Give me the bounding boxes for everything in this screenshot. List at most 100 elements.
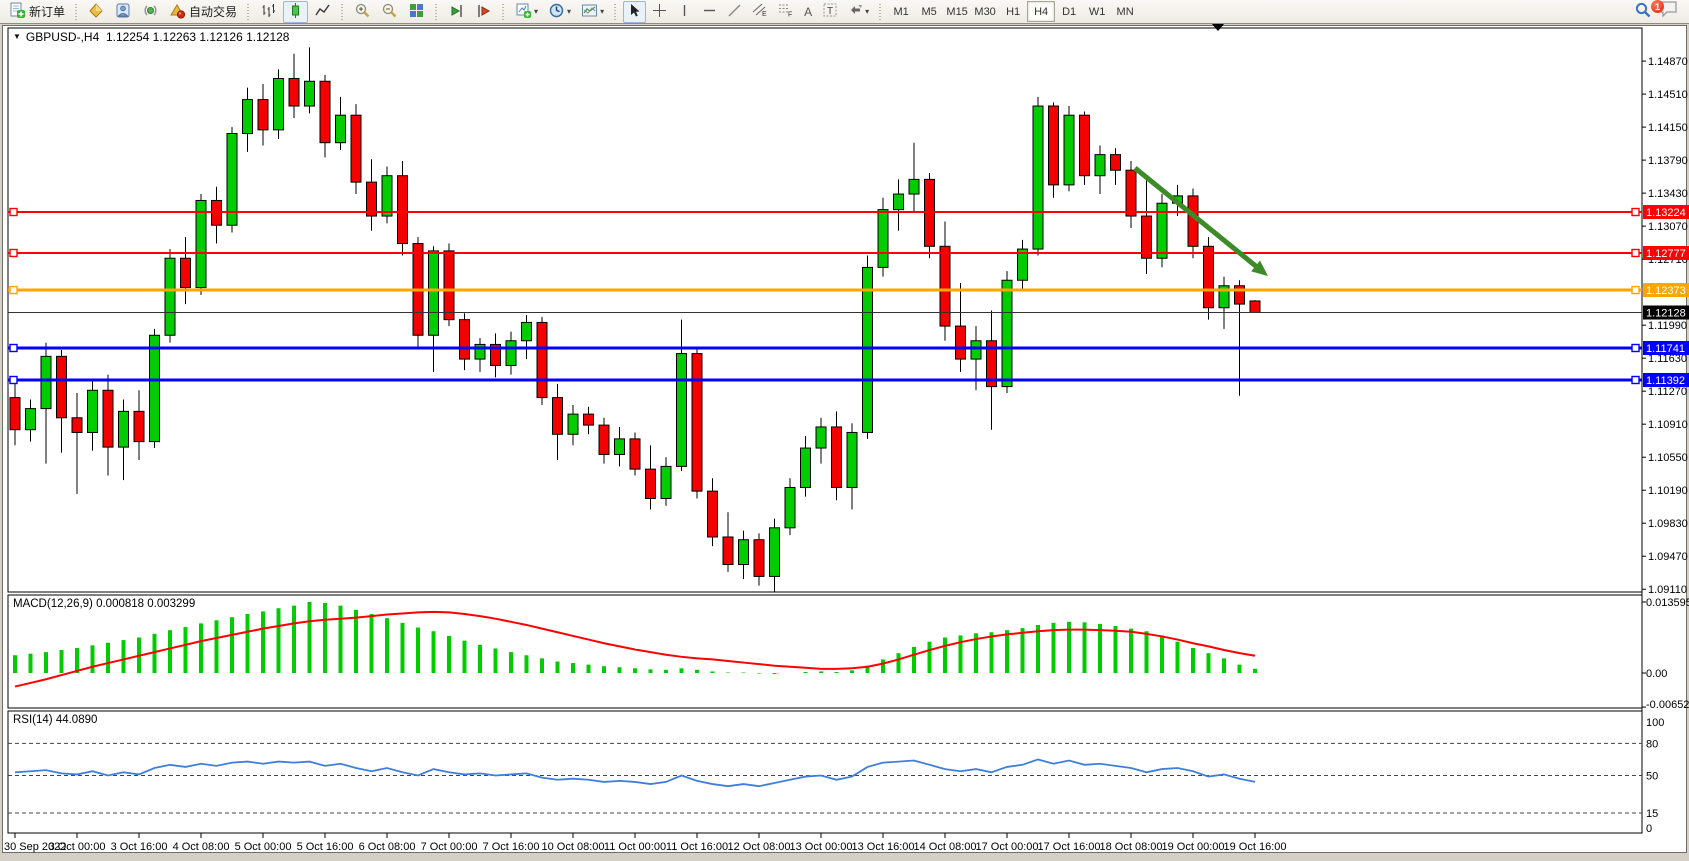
price-tick-label: 1.10190 — [1648, 485, 1688, 497]
timeframe-button-MN[interactable]: MN — [1116, 5, 1134, 18]
candle-body — [893, 193, 904, 211]
price-tick-label: 1.13070 — [1648, 221, 1688, 233]
timeframe-button-M30[interactable]: M30 — [974, 5, 996, 18]
line-chart-mode-button[interactable] — [310, 1, 335, 23]
candle-body — [242, 99, 253, 135]
chat-bubble-icon — [1660, 1, 1677, 18]
candle-body — [1249, 300, 1261, 314]
new-chart-button[interactable]: ▾ — [511, 1, 542, 23]
line-handle — [1631, 343, 1640, 353]
zoom-out-button[interactable] — [377, 1, 402, 23]
new-order-button[interactable]: 新订单 — [5, 1, 69, 23]
trend-arrow[interactable] — [1133, 166, 1263, 272]
candle-body — [397, 175, 408, 245]
tile-windows-button[interactable] — [404, 1, 429, 23]
candle-body — [1141, 215, 1152, 259]
toolbar-grip — [612, 3, 620, 20]
bid-price-label: 1.12128 — [1646, 308, 1686, 320]
price-axis: 1.14870 1.14510 1.14150 1.13790 1.13430 1.130… — [1642, 56, 1688, 596]
line-price-label: 1.12777 — [1646, 248, 1686, 260]
chart-shift-marker — [1212, 24, 1224, 31]
time-tick-label: 18 Oct 08:00 — [1100, 841, 1163, 853]
time-tick-label: 11 Oct 00:00 — [604, 841, 666, 853]
line-handle — [9, 375, 18, 385]
time-tick-label: 5 Oct 00:00 — [235, 841, 292, 853]
rsi-axis-label: 100 — [1646, 717, 1664, 729]
profiles-button[interactable]: ▾ — [544, 1, 575, 23]
candle-body — [521, 321, 532, 342]
zoom-in-button[interactable] — [350, 1, 375, 23]
rsi-line — [14, 758, 1256, 788]
time-tick-label: 6 Oct 08:00 — [359, 841, 416, 853]
zoom-out-icon — [381, 2, 398, 22]
timeframe-button-M5[interactable]: M5 — [921, 5, 937, 18]
notifications-button[interactable]: 1 — [1651, 0, 1679, 24]
candle-body — [288, 78, 300, 107]
timeframe-button-M1[interactable]: M1 — [893, 5, 909, 18]
line-handle — [9, 248, 18, 258]
time-tick-label: 3 Oct 00:00 — [49, 841, 106, 853]
candle-body — [381, 175, 393, 217]
macd-panel-frame — [7, 594, 1643, 709]
candle-body — [567, 413, 579, 435]
timeframe-button-W1[interactable]: W1 — [1088, 5, 1106, 18]
candle-body — [614, 438, 625, 455]
line-handle — [1631, 375, 1640, 385]
rsi-axis-label: 50 — [1646, 771, 1658, 783]
auto-scroll-button[interactable] — [444, 1, 469, 23]
crosshair-tool-button[interactable] — [648, 1, 671, 23]
new-chart-icon — [515, 2, 532, 22]
vertical-line-tool-button[interactable] — [673, 1, 696, 23]
text-label-tool-button[interactable]: T — [818, 1, 842, 23]
channel-tool-button[interactable]: E — [748, 1, 772, 23]
navigator-button[interactable] — [138, 1, 163, 23]
candle-body — [149, 334, 160, 443]
macd-axis: 0.013595 0.00 -0.00652 — [1642, 597, 1689, 711]
rsi-axis-label: 80 — [1646, 738, 1658, 750]
market-watch-button[interactable] — [84, 1, 109, 23]
candlestick-mode-button[interactable] — [283, 0, 309, 23]
horizontal-line-tool-button[interactable] — [698, 1, 721, 23]
price-tick-label: 1.10910 — [1648, 419, 1688, 431]
candle-body — [164, 257, 176, 336]
candle-body — [195, 199, 207, 289]
search-icon — [1634, 1, 1652, 22]
chevron-down-icon: ▾ — [600, 7, 605, 16]
chevron-down-icon: ▾ — [567, 7, 572, 16]
candle-body — [970, 340, 982, 360]
line-price-label-bg — [1643, 283, 1689, 298]
time-tick-label: 7 Oct 00:00 — [421, 841, 478, 853]
indicators-button[interactable]: ▾ — [577, 1, 608, 23]
time-tick-label: 7 Oct 16:00 — [483, 841, 540, 853]
data-window-button[interactable] — [111, 1, 136, 23]
timeframe-button-M15[interactable]: M15 — [946, 5, 968, 18]
autotrading-button[interactable]: 自动交易 — [165, 1, 241, 23]
timeframe-button-H1[interactable]: H1 — [1006, 5, 1021, 18]
trendline-tool-button[interactable] — [723, 1, 746, 23]
cursor-tool-button[interactable] — [623, 0, 647, 23]
macd-label: MACD(12,26,9) 0.000818 0.003299 — [13, 598, 195, 610]
price-tick-label: 1.10550 — [1648, 452, 1688, 464]
text-tool-button[interactable]: A — [800, 1, 816, 23]
timeframe-button-D1[interactable]: D1 — [1062, 5, 1077, 18]
candle-body — [908, 178, 920, 195]
search-button[interactable] — [1630, 1, 1656, 23]
horizontal-lines-group: 1.13224 1.12777 1.12373 1.11741 1.11392 — [8, 205, 1689, 388]
line-price-label: 1.12373 — [1646, 285, 1686, 297]
candle-body — [490, 343, 501, 367]
arrows-tool-button[interactable]: ▾ — [844, 1, 873, 23]
time-tick-label: 4 Oct 08:00 — [173, 841, 230, 853]
candle-body — [645, 468, 656, 499]
chart-shift-button[interactable] — [471, 1, 496, 23]
rsi-panel-frame — [7, 710, 1643, 834]
bar-chart-mode-button[interactable] — [256, 1, 281, 23]
price-tick-label: 1.14870 — [1648, 56, 1688, 68]
svg-text:F: F — [788, 12, 792, 19]
fibonacci-tool-button[interactable]: F — [774, 1, 798, 23]
timeframe-button-H4[interactable]: H4 — [1027, 1, 1056, 22]
timeframe-bar: M1 M5 M15 M30 H1 H4 D1 W1 MN — [887, 1, 1139, 22]
candle-body — [676, 353, 687, 467]
candle-body — [1110, 154, 1121, 171]
